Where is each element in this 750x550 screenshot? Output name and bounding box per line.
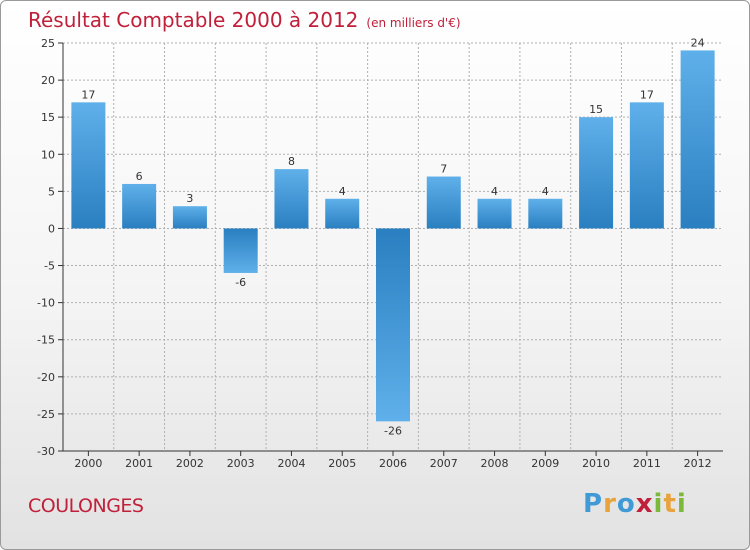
logo-letter: o xyxy=(616,489,636,519)
x-tick-label-2006: 2006 xyxy=(379,457,407,470)
y-tick-label: 0 xyxy=(48,222,55,235)
value-label-2009: 4 xyxy=(542,185,549,198)
x-tick-label-2009: 2009 xyxy=(531,457,559,470)
y-tick-label: 5 xyxy=(48,185,55,198)
y-tick-label: -15 xyxy=(37,334,55,347)
chart-title-main: Résultat Comptable 2000 à 2012 xyxy=(28,8,359,32)
value-label-2000: 17 xyxy=(81,88,95,101)
bar-2001 xyxy=(122,183,157,229)
logo-letter: i xyxy=(676,489,687,519)
value-label-2004: 8 xyxy=(288,155,295,168)
x-tick-label-2010: 2010 xyxy=(582,457,610,470)
value-label-2006: -26 xyxy=(384,424,402,437)
logo-letter: r xyxy=(603,489,617,519)
x-tick-label-2011: 2011 xyxy=(633,457,661,470)
bar-2006 xyxy=(376,228,410,422)
bar-2012 xyxy=(680,50,715,229)
value-label-2011: 17 xyxy=(640,88,654,101)
x-tick-label-2005: 2005 xyxy=(328,457,356,470)
y-tick-label: -5 xyxy=(44,260,55,273)
bar-2010 xyxy=(579,117,614,229)
x-tick-label-2001: 2001 xyxy=(125,457,153,470)
value-label-2010: 15 xyxy=(589,103,603,116)
bar-2000 xyxy=(71,102,106,229)
bar-2005 xyxy=(325,198,360,229)
logo-letter: P xyxy=(583,489,604,519)
y-tick-label: 25 xyxy=(41,37,55,50)
bar-2007 xyxy=(426,176,461,229)
value-label-2005: 4 xyxy=(339,185,346,198)
bar-2009 xyxy=(528,198,563,229)
value-label-2012: 24 xyxy=(691,36,705,49)
x-tick-label-2000: 2000 xyxy=(74,457,102,470)
bar-2002 xyxy=(172,206,207,229)
x-tick-label-2004: 2004 xyxy=(277,457,305,470)
bar-2011 xyxy=(629,102,664,229)
y-tick-label: 10 xyxy=(41,148,55,161)
logo-letter: x xyxy=(635,489,654,519)
value-label-2007: 7 xyxy=(440,163,447,176)
x-tick-label-2008: 2008 xyxy=(481,457,509,470)
y-tick-label: -20 xyxy=(37,371,55,384)
y-tick-label: 15 xyxy=(41,111,55,124)
x-tick-label-2012: 2012 xyxy=(684,457,712,470)
bar-2003 xyxy=(223,228,258,273)
value-label-2001: 6 xyxy=(136,170,143,183)
value-label-2003: -6 xyxy=(235,276,246,289)
logo-letter: i xyxy=(653,489,664,519)
value-label-2002: 3 xyxy=(186,192,193,205)
x-tick-label-2003: 2003 xyxy=(227,457,255,470)
logo-letter: t xyxy=(663,489,677,519)
place-name: COULONGES xyxy=(28,495,144,517)
value-label-2008: 4 xyxy=(491,185,498,198)
y-tick-label: 20 xyxy=(41,74,55,87)
bar-2008 xyxy=(477,198,512,229)
y-tick-label: -25 xyxy=(37,408,55,421)
y-tick-label: -30 xyxy=(37,445,55,458)
proxiti-logo[interactable]: Proxiti xyxy=(583,489,687,519)
bar-2004 xyxy=(274,169,309,229)
chart-title: Résultat Comptable 2000 à 2012 (en millie… xyxy=(28,8,461,32)
x-tick-label-2002: 2002 xyxy=(176,457,204,470)
y-tick-label: -10 xyxy=(37,297,55,310)
x-tick-label-2007: 2007 xyxy=(430,457,458,470)
chart-subtitle: (en milliers d'€) xyxy=(366,16,461,30)
